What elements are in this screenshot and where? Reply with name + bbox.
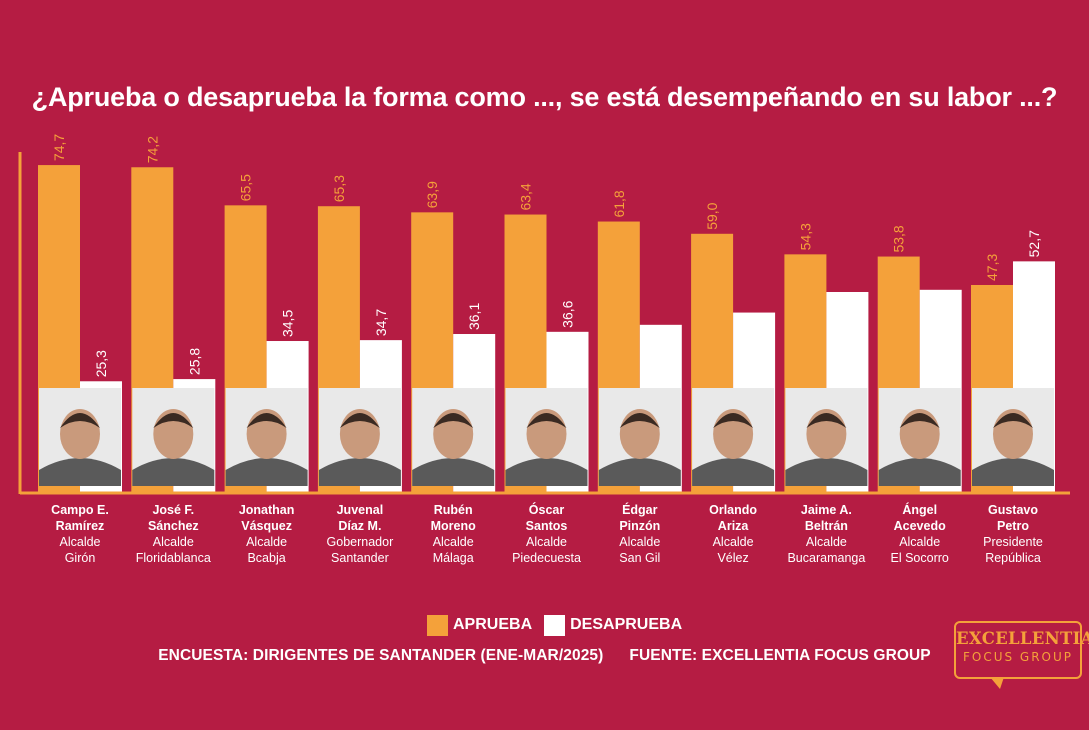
logo-line-1: EXCELLENTIA (956, 629, 1089, 648)
candidate-place: Vélez (717, 551, 749, 565)
logo-speech-tail (990, 677, 1004, 689)
value-label-desaprueba: 36,1 (466, 303, 482, 330)
candidate-names: Campo E. Ramírez Alcalde Girón José F. Sánche… (0, 502, 1089, 582)
bar-chart: 74,7 25,3 74,2 25,8 65,5 34,5 65,3 34,7 63,9 36,1… (18, 134, 1070, 495)
legend: APRUEBA DESAPRUEBA (427, 613, 694, 637)
candidate-first-name: Juvenal (336, 503, 384, 517)
candidate-role: Alcalde (526, 535, 567, 549)
candidate-last-name: Petro (997, 519, 1029, 533)
candidate-first-name: Édgar (622, 503, 658, 517)
value-label-aprueba: 63,4 (518, 183, 534, 210)
candidate-place: Bucaramanga (787, 551, 866, 565)
value-label-aprueba: 65,3 (331, 175, 347, 202)
candidate-label: Óscar Santos Alcalde Piedecuesta (494, 502, 600, 566)
excellentia-logo: EXCELLENTIA FOCUS GROUP (954, 621, 1089, 689)
chart-title: ¿Aprueba o desaprueba la forma como ...,… (31, 82, 1058, 112)
candidate-label: Campo E. Ramírez Alcalde Girón (27, 502, 133, 566)
candidate-first-name: José F. (152, 503, 195, 517)
value-label-aprueba: 53,8 (891, 225, 907, 252)
value-label-aprueba: 65,5 (238, 174, 254, 201)
candidate-role: Alcalde (59, 535, 101, 549)
legend-swatch-desaprueba (544, 614, 566, 636)
value-label-aprueba: 74,7 (51, 134, 67, 161)
candidate-label: Édgar Pinzón Alcalde San Gil (587, 502, 693, 566)
candidate-last-name: Pinzón (619, 519, 661, 533)
candidate-role: Alcalde (712, 535, 754, 549)
value-label-desaprueba: 25,3 (93, 350, 109, 377)
portrait-photo (132, 388, 215, 486)
candidate-last-name: Santos (525, 519, 568, 533)
value-label-aprueba: 54,3 (797, 223, 813, 250)
candidate-first-name: Ángel (902, 503, 938, 517)
value-label-aprueba: 59,0 (704, 202, 720, 229)
value-label-aprueba: 63,9 (424, 181, 440, 208)
candidate-place: Málaga (432, 551, 474, 565)
legend-label-desaprueba: DESAPRUEBA (570, 616, 683, 633)
source-note: ENCUESTA: DIRIGENTES DE SANTANDER (ENE-M… (0, 647, 1089, 665)
candidate-label: Juvenal Díaz M. Gobernador Santander (307, 502, 413, 566)
candidate-role: Alcalde (899, 535, 941, 549)
candidate-label: Orlando Ariza Alcalde Vélez (680, 502, 786, 566)
candidate-label: Gustavo Petro Presidente República (960, 502, 1066, 566)
candidate-role: Alcalde (152, 535, 194, 549)
candidate-place: República (985, 551, 1041, 565)
portrait-photo (412, 388, 495, 486)
portrait-photo (318, 388, 401, 486)
value-label-aprueba: 74,2 (144, 136, 160, 163)
value-label-aprueba: 61,8 (611, 190, 627, 217)
candidate-first-name: Jonathan (238, 503, 295, 517)
candidate-place: El Socorro (890, 551, 949, 565)
candidate-last-name: Ramírez (55, 519, 105, 533)
candidate-last-name: Díaz M. (338, 519, 382, 533)
candidate-first-name: Campo E. (51, 503, 109, 517)
legend-swatch-aprueba (427, 614, 448, 636)
candidate-role: Alcalde (432, 535, 474, 549)
candidate-last-name: Acevedo (893, 519, 946, 533)
candidate-first-name: Orlando (709, 503, 758, 517)
value-label-desaprueba: 36,6 (560, 300, 576, 327)
candidate-label: Ángel Acevedo Alcalde El Socorro (867, 502, 973, 566)
value-label-desaprueba: 25,8 (186, 348, 202, 375)
portrait-photo (972, 388, 1054, 486)
candidate-label: Jonathan Vásquez Alcalde Bcabja (214, 502, 320, 566)
candidate-label: Rubén Moreno Alcalde Málaga (400, 502, 506, 566)
candidate-role: Alcalde (805, 535, 847, 549)
candidate-last-name: Sánchez (147, 519, 199, 533)
candidate-label: Jaime A. Beltrán Alcalde Bucaramanga (773, 502, 879, 566)
value-label-desaprueba: 52,7 (1026, 230, 1042, 257)
candidate-role: Alcalde (246, 535, 288, 549)
candidate-last-name: Ariza (717, 519, 749, 533)
portrait-photo (692, 388, 775, 486)
portrait-photo (785, 388, 868, 486)
portrait-photo (225, 388, 308, 486)
candidate-last-name: Moreno (430, 519, 476, 533)
candidate-place: San Gil (619, 551, 661, 565)
candidate-first-name: Óscar (528, 503, 565, 517)
candidate-place: Piedecuesta (512, 551, 581, 565)
candidate-role: Gobernador (326, 535, 394, 549)
portrait-photo (878, 388, 961, 486)
portrait-photo (598, 388, 681, 486)
candidate-role: Presidente (983, 535, 1043, 549)
candidate-last-name: Vásquez (241, 519, 292, 533)
candidate-last-name: Beltrán (804, 519, 848, 533)
candidate-place: Girón (64, 551, 96, 565)
candidate-first-name: Gustavo (987, 503, 1038, 517)
candidate-role: Alcalde (619, 535, 661, 549)
value-label-aprueba: 47,3 (984, 254, 1000, 281)
portrait-photo (505, 388, 588, 486)
portrait-photo (39, 388, 121, 486)
survey-text: ENCUESTA: DIRIGENTES DE SANTANDER (ENE-M… (158, 647, 604, 664)
legend-label-aprueba: APRUEBA (453, 616, 533, 633)
source-text: FUENTE: EXCELLENTIA FOCUS GROUP (629, 647, 931, 664)
candidate-first-name: Jaime A. (800, 503, 852, 517)
candidate-first-name: Rubén (433, 503, 473, 517)
candidate-label: José F. Sánchez Alcalde Floridablanca (120, 502, 226, 566)
candidate-place: Bcabja (247, 551, 286, 565)
candidate-place: Santander (331, 551, 389, 565)
value-label-desaprueba: 34,7 (373, 309, 389, 336)
logo-line-2: FOCUS GROUP (962, 650, 1074, 664)
candidate-place: Floridablanca (135, 551, 211, 565)
value-label-desaprueba: 34,5 (280, 310, 296, 337)
